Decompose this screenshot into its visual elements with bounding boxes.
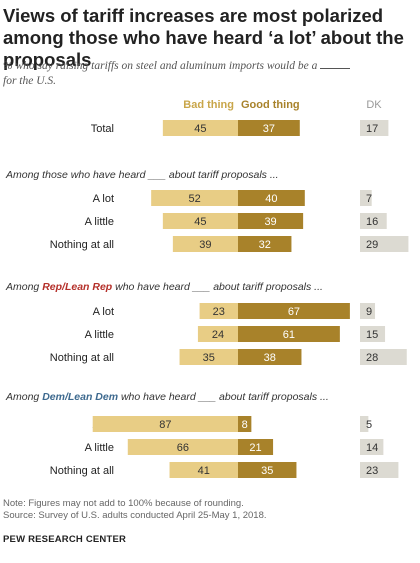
bar-dk: [360, 213, 387, 229]
bar-dk: [360, 120, 389, 136]
label-bad-thing: 52: [188, 193, 200, 205]
label-bad-thing: 87: [159, 419, 171, 431]
chart-notes: Note: Figures may not add to 100% becaus…: [3, 498, 267, 522]
label-bad-thing: 24: [212, 329, 224, 341]
bar-good-thing: [238, 349, 302, 365]
row-label: Nothing at all: [50, 239, 114, 251]
label-good-thing: 67: [288, 306, 300, 318]
bar-bad-thing: [199, 303, 238, 319]
bar-bad-thing: [172, 236, 238, 252]
label-good-thing: 61: [283, 329, 295, 341]
bar-bad-thing: [197, 326, 238, 342]
bar-dk: [360, 303, 376, 319]
bar-bad-thing: [179, 349, 238, 365]
bar-good-thing: [238, 303, 350, 319]
label-bad-thing: 23: [213, 306, 225, 318]
group-heading: Among those who have heard ___ about tar…: [5, 169, 279, 181]
label-dk: 23: [366, 465, 378, 477]
bar-bad-thing: [162, 120, 238, 136]
label-dk: 5: [366, 419, 372, 431]
row-label: A little: [85, 216, 114, 228]
group-heading-segment: Among: [5, 281, 42, 293]
label-good-thing: 32: [259, 239, 271, 251]
row-label: Nothing at all: [50, 352, 114, 364]
bar-good-thing: [238, 416, 252, 432]
bar-dk: [360, 236, 409, 252]
label-bad-thing: 45: [194, 123, 206, 135]
label-bad-thing: 66: [177, 442, 189, 454]
bar-good-thing: [238, 439, 274, 455]
label-bad-thing: 45: [194, 216, 206, 228]
label-dk: 29: [366, 239, 378, 251]
bar-dk: [360, 349, 407, 365]
label-good-thing: 39: [264, 216, 276, 228]
label-bad-thing: 35: [203, 352, 215, 364]
label-good-thing: 38: [264, 352, 276, 364]
bar-dk: [360, 416, 369, 432]
chart-title: Views of tariff increases are most polar…: [3, 5, 404, 70]
label-dk: 15: [366, 329, 378, 341]
brand-label: PEW RESEARCH CENTER: [3, 534, 127, 545]
subtitle-after: for the U.S.: [3, 75, 57, 87]
group-heading-segment: who have heard ___ about tariff proposal…: [118, 391, 329, 403]
label-good-thing: 8: [242, 419, 248, 431]
label-bad-thing: 39: [199, 239, 211, 251]
bar-bad-thing: [169, 462, 238, 478]
label-dk: 17: [366, 123, 378, 135]
group-heading-segment: who have heard ___ about tariff proposal…: [112, 281, 323, 293]
row-label: A lot: [93, 193, 114, 205]
subtitle-before: % who say raising tariffs on steel and a…: [3, 60, 318, 72]
bar-good-thing: [238, 190, 305, 206]
diverging-bar-chart: Bad thing Good thing DK Total 45 37 17 Among th…: [5, 99, 409, 478]
label-good-thing: 35: [261, 465, 273, 477]
bar-good-thing: [238, 236, 292, 252]
bar-bad-thing: [151, 190, 238, 206]
label-dk: 16: [366, 216, 378, 228]
bar-good-thing: [238, 213, 304, 229]
label-dk: 9: [366, 306, 372, 318]
label-dk: 28: [366, 352, 378, 364]
bar-good-thing: [238, 120, 300, 136]
bar-good-thing: [238, 462, 297, 478]
source-line: Source: Survey of U.S. adults conducted …: [3, 510, 267, 521]
group-heading: Among Dem/Lean Dem who have heard ___ ab…: [5, 391, 329, 403]
label-dk: 14: [366, 442, 378, 454]
bar-bad-thing: [127, 439, 238, 455]
group-heading: Among Rep/Lean Rep who have heard ___ ab…: [5, 281, 323, 293]
label-bad-thing: 41: [198, 465, 210, 477]
header-dk: DK: [366, 99, 382, 111]
label-good-thing: 37: [263, 123, 275, 135]
label-good-thing: 21: [249, 442, 261, 454]
bar-dk: [360, 326, 386, 342]
label-dk: 7: [366, 193, 372, 205]
row-label: A lot: [93, 306, 114, 318]
subtitle-blank: [320, 68, 351, 69]
chart-subtitle: % who say raising tariffs on steel and a…: [3, 59, 415, 89]
row-label: A little: [85, 442, 114, 454]
row-label: Total: [91, 123, 114, 135]
note-line: Note: Figures may not add to 100% becaus…: [3, 498, 244, 509]
bar-bad-thing: [162, 213, 238, 229]
group-heading-segment: Dem/Lean Dem: [42, 391, 118, 403]
header-good-thing: Good thing: [241, 99, 300, 111]
row-label: A little: [85, 329, 114, 341]
bar-dk: [360, 190, 372, 206]
header-bad-thing: Bad thing: [183, 99, 234, 111]
bar-bad-thing: [92, 416, 239, 432]
row-label: Nothing at all: [50, 465, 114, 477]
group-heading-segment: Among those who have heard ___ about tar…: [5, 169, 279, 181]
label-good-thing: 40: [265, 193, 277, 205]
bar-dk: [360, 439, 384, 455]
bar-good-thing: [238, 326, 340, 342]
group-heading-segment: Rep/Lean Rep: [42, 281, 113, 293]
bar-dk: [360, 462, 399, 478]
group-heading-segment: Among: [5, 391, 42, 403]
